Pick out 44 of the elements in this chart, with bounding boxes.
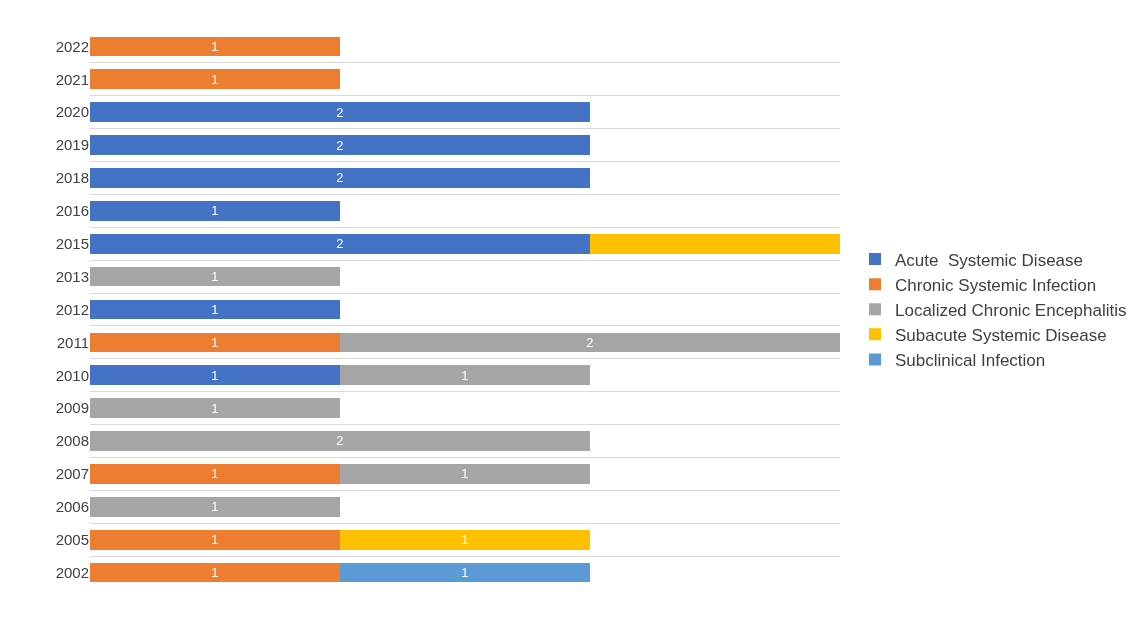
data-label: 1: [211, 565, 219, 580]
data-label: 1: [461, 367, 469, 383]
data-label: 1: [211, 301, 219, 317]
data-label: 2: [336, 104, 344, 120]
y-tick-label: 2015: [55, 234, 89, 252]
data-label: 1: [211, 532, 219, 548]
y-tick-label: 2021: [55, 70, 89, 88]
y-tick-label: 2002: [55, 563, 89, 581]
data-label: 1: [461, 565, 469, 580]
y-tick-label: 2013: [55, 267, 89, 285]
data-label: 1: [211, 400, 219, 416]
y-tick-label: 2012: [55, 300, 89, 318]
y-tick-label: 2022: [55, 37, 89, 55]
legend-label: Subacute Systemic Disease: [895, 325, 1107, 345]
y-tick-label: 2005: [55, 530, 89, 548]
data-label: 1: [461, 466, 469, 482]
data-label: 1: [211, 466, 219, 482]
data-label: 2: [586, 334, 594, 350]
data-label: 1: [211, 203, 219, 219]
y-tick-label: 2019: [55, 136, 89, 154]
data-label: 2: [336, 236, 344, 252]
data-label: 1: [211, 367, 219, 383]
y-tick-label: 2007: [55, 465, 89, 483]
data-label: 2: [336, 433, 344, 449]
y-tick-label: 2008: [55, 432, 89, 450]
data-label: 1: [211, 334, 219, 350]
y-tick-label: 2010: [55, 366, 89, 384]
data-label: 2: [336, 137, 344, 153]
data-label: 1: [211, 499, 219, 515]
y-tick-label: 2006: [55, 498, 89, 516]
data-label: 1: [461, 532, 469, 548]
legend-label: Acute Systemic Disease: [895, 250, 1084, 270]
data-label: 1: [211, 38, 219, 54]
data-label: 1: [211, 71, 219, 87]
legend-label: Chronic Systemic Infection: [895, 275, 1097, 295]
y-tick-label: 2020: [55, 103, 89, 121]
y-tick-label: 2011: [56, 333, 89, 351]
data-label: 1: [211, 269, 219, 285]
y-tick-label: 2009: [55, 399, 89, 417]
legend-label: Localized Chronic Encephalitis: [895, 300, 1127, 320]
legend-label: Subclinical Infection: [895, 351, 1046, 371]
data-label: 2: [336, 170, 344, 186]
y-tick-label: 2016: [55, 202, 89, 220]
y-tick-label: 2018: [55, 169, 89, 187]
